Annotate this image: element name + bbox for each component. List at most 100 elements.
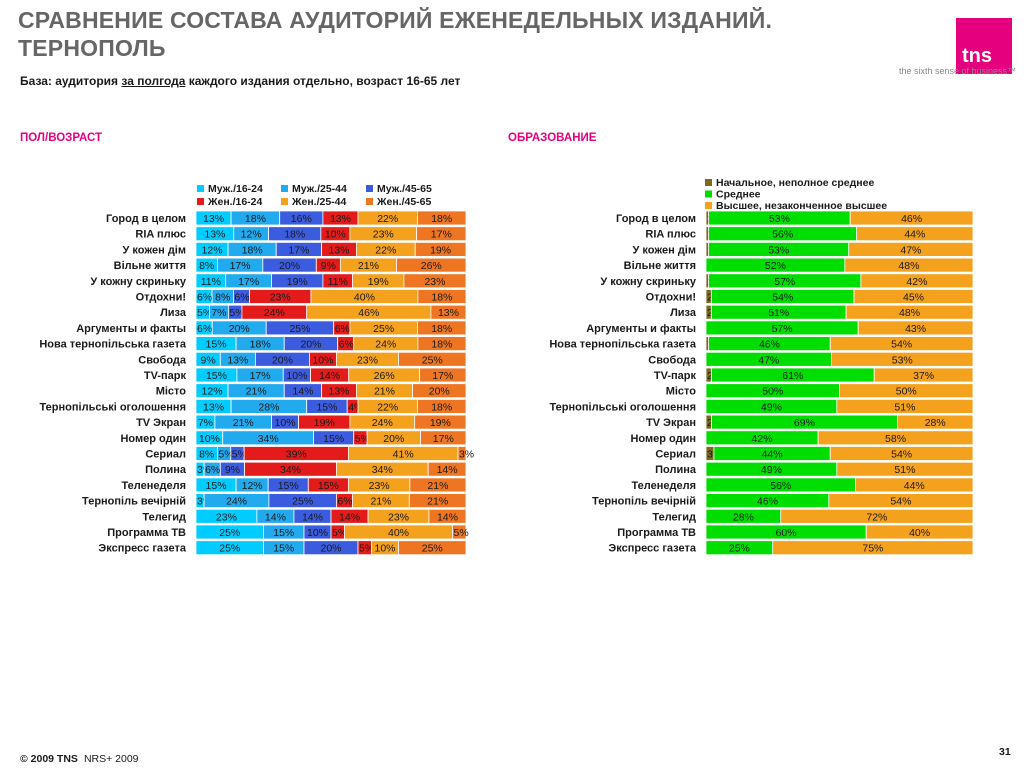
data-label: 10%: [307, 527, 328, 539]
legend-swatch: [366, 198, 373, 205]
data-label: 17%: [238, 276, 259, 288]
subtitle-underlined: за полгода: [121, 74, 186, 88]
data-label: 25%: [292, 496, 313, 508]
data-label: 5%: [332, 527, 347, 539]
bar-segment: [839, 383, 974, 399]
bar-segment: [452, 524, 467, 540]
data-label: 46%: [759, 339, 780, 351]
bar-segment: [848, 241, 974, 257]
category-label: Город в целом: [106, 213, 186, 225]
data-label: 46%: [901, 213, 922, 225]
data-label: 6%: [205, 464, 220, 476]
bar-segment: [430, 304, 467, 320]
category-label: У кожну скриньку: [90, 276, 186, 288]
legend-swatch: [366, 185, 373, 192]
data-label: 28%: [733, 511, 754, 523]
data-label: 45%: [903, 292, 924, 304]
data-label: 57%: [772, 323, 793, 335]
bar-segment: [865, 524, 974, 540]
tns-logo: tns: [956, 18, 1012, 74]
category-label: Тернопільські оголошення: [550, 401, 696, 413]
data-label: 10%: [325, 229, 346, 241]
data-label: 10%: [199, 433, 220, 445]
data-label: 12%: [202, 386, 223, 398]
data-label: 23%: [388, 511, 409, 523]
data-label: 19%: [287, 276, 308, 288]
data-label: 13%: [204, 229, 225, 241]
category-label: Нова тернопільська газета: [39, 339, 187, 351]
data-label: 18%: [431, 401, 452, 413]
legend-swatch: [705, 190, 712, 198]
bar-segment: [849, 210, 974, 226]
data-label: 54%: [772, 292, 793, 304]
category-label: Вільне життя: [114, 260, 186, 272]
data-label: 11%: [201, 276, 221, 288]
category-label: Программа ТВ: [107, 527, 186, 539]
data-label: 13%: [329, 386, 350, 398]
data-label: 50%: [896, 386, 917, 398]
bar-segment: [428, 508, 467, 524]
category-label: Місто: [156, 386, 187, 398]
data-label: 18%: [250, 339, 271, 351]
data-label: 34%: [258, 433, 279, 445]
data-label: 20%: [300, 339, 321, 351]
category-label: Тернопіль вечірній: [82, 496, 186, 508]
data-label: 21%: [370, 496, 391, 508]
data-label: 23%: [357, 354, 378, 366]
data-label: 25%: [289, 323, 310, 335]
data-label: 14%: [319, 370, 340, 382]
data-label: 18%: [242, 244, 263, 256]
data-label: 72%: [866, 511, 887, 523]
data-label: 75%: [862, 543, 883, 555]
bar-segment: [417, 336, 467, 352]
category-label: Телегид: [142, 511, 186, 523]
data-label: 15%: [316, 401, 337, 413]
data-label: 10%: [286, 370, 307, 382]
data-label: 48%: [898, 260, 919, 272]
bar-segment: [855, 477, 974, 493]
data-label: 37%: [913, 370, 934, 382]
data-label: 23%: [216, 511, 237, 523]
data-label: 26%: [421, 260, 442, 272]
bar-segment: [817, 430, 974, 446]
data-label: 17%: [250, 370, 271, 382]
data-label: 69%: [794, 417, 815, 429]
category-label: Город в целом: [616, 213, 696, 225]
bar-segment: [836, 461, 974, 477]
data-label: 47%: [900, 244, 921, 256]
category-label: Экспресс газета: [608, 543, 696, 555]
bar-segment: [417, 289, 467, 304]
legend-swatch: [705, 179, 712, 186]
category-label: Лиза: [160, 307, 187, 319]
data-label: 20%: [320, 543, 341, 555]
category-label: Номер один: [120, 433, 186, 445]
bar-segment: [780, 508, 974, 524]
data-label: 15%: [206, 339, 227, 351]
data-label: 14%: [302, 511, 323, 523]
bar-segment: [420, 430, 467, 446]
legend-label: Жен./25-44: [291, 196, 347, 208]
data-label: 19%: [430, 244, 451, 256]
data-label: 42%: [906, 276, 927, 288]
data-label: 18%: [431, 213, 452, 225]
data-label: 25%: [729, 543, 750, 555]
data-label: 12%: [202, 244, 223, 256]
data-label: 5%: [229, 307, 244, 319]
data-label: 14%: [265, 511, 286, 523]
bar-segment: [403, 273, 467, 289]
legend-swatch: [197, 198, 204, 205]
data-label: 13%: [329, 244, 350, 256]
legend-label: Муж./25-44: [292, 183, 347, 195]
legend-label: Начальное, неполное среднее: [716, 177, 874, 189]
category-label: Тернопіль вечірній: [592, 496, 696, 508]
data-label: 20%: [279, 260, 300, 272]
page-title-line-2: ТЕРНОПОЛЬ: [18, 35, 166, 61]
data-label: 6%: [335, 323, 350, 335]
bar-segment: [857, 320, 974, 336]
data-label: 8%: [215, 292, 230, 304]
data-label: 22%: [375, 244, 396, 256]
category-label: TV-парк: [144, 370, 187, 382]
data-label: 51%: [768, 307, 789, 319]
data-label: 15%: [318, 480, 339, 492]
